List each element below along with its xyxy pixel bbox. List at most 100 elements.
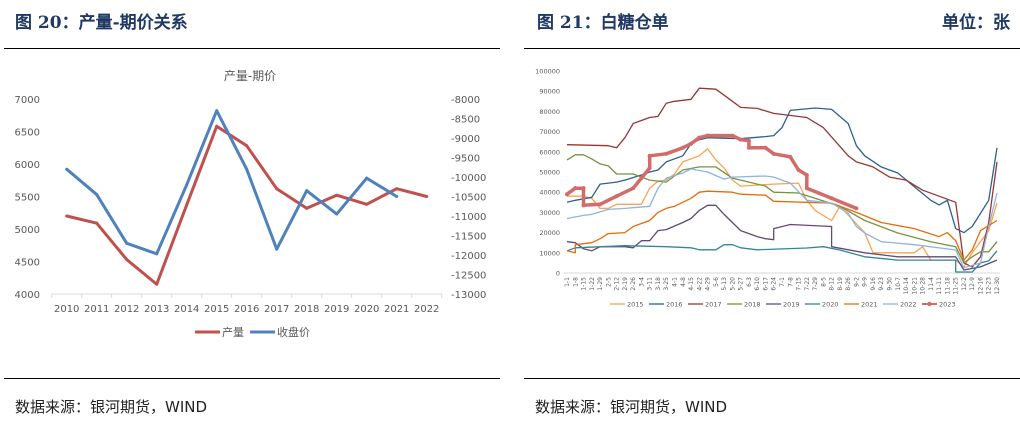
y-tick-label: 40000 [539, 189, 560, 197]
x-tick-label: 12-16 [977, 277, 984, 295]
data-point [275, 187, 279, 191]
y-left-tick-label: 4000 [15, 290, 40, 301]
x-tick-label: 2010 [54, 304, 79, 315]
series-line-2015 [567, 148, 998, 268]
x-tick-label: 6-10 [754, 277, 761, 291]
y-right-tick-label: -9500 [451, 154, 480, 165]
data-point [804, 173, 809, 178]
x-tick-label: 10-7 [895, 277, 902, 291]
x-tick-label: 2016 [234, 304, 259, 315]
data-point [395, 187, 399, 191]
x-tick-label: 2-19 [622, 277, 629, 291]
x-tick-label: 7-29 [812, 277, 819, 291]
y-left-tick-label: 6000 [15, 160, 40, 171]
data-point [215, 109, 219, 113]
data-point [565, 192, 569, 197]
y-tick-label: 30000 [539, 209, 560, 217]
x-tick-label: 2-12 [614, 277, 621, 291]
x-tick-label: 8-12 [829, 277, 836, 291]
x-tick-label: 2-5 [605, 277, 612, 287]
x-tick-label: 1-15 [581, 277, 588, 291]
x-tick-label: 5-6 [713, 277, 720, 287]
x-tick-label: 2019 [324, 304, 349, 315]
x-tick-label: 7-15 [796, 277, 803, 291]
x-tick-label: 2-26 [630, 277, 637, 291]
data-point [763, 145, 768, 150]
x-tick-label: 4-15 [688, 277, 695, 291]
y-right-tick-label: -11000 [451, 212, 486, 223]
x-tick-label: 10-21 [911, 277, 918, 295]
x-tick-label: 9-2 [853, 277, 860, 287]
x-tick-label: 9-9 [862, 277, 869, 287]
data-point [689, 141, 694, 146]
data-point [730, 133, 735, 138]
x-tick-label: 7-22 [804, 277, 811, 291]
x-tick-label: 2013 [144, 304, 169, 315]
x-tick-label: 1-1 [564, 277, 571, 287]
data-point [335, 212, 339, 216]
y-tick-label: 0 [556, 270, 560, 278]
data-point [215, 124, 219, 128]
x-tick-label: 5-20 [729, 277, 736, 291]
legend-label: 收盘价 [277, 325, 310, 339]
y-tick-label: 60000 [539, 148, 560, 156]
y-right-tick-label: -13000 [451, 290, 486, 301]
data-point [185, 183, 189, 187]
x-tick-label: 2011 [84, 304, 109, 315]
left-source-divider [4, 378, 500, 379]
series-line-产量 [66, 124, 428, 286]
y-right-tick-label: -9000 [451, 134, 480, 145]
x-tick-label: 11-4 [928, 277, 935, 291]
data-point [746, 138, 751, 143]
y-left-tick-label: 6500 [15, 128, 40, 139]
data-point [854, 206, 859, 211]
x-tick-label: 8-5 [820, 277, 827, 287]
legend-label: 2019 [783, 301, 800, 309]
data-point [275, 247, 279, 251]
x-tick-label: 11-25 [953, 277, 960, 295]
series-line-2022 [566, 168, 998, 269]
legend-label: 2021 [861, 301, 878, 309]
y-right-tick-label: -12000 [451, 251, 486, 262]
x-tick-label: 6-17 [762, 277, 769, 291]
x-tick-label: 12-9 [969, 277, 976, 291]
y-tick-label: 90000 [539, 88, 560, 96]
data-point [771, 151, 776, 156]
left-figure-title: 图 20：产量-期价关系 [15, 13, 188, 33]
x-tick-label: 2020 [354, 304, 379, 315]
legend-label: 产量 [222, 325, 244, 339]
x-tick-label: 1-22 [589, 277, 596, 291]
data-point [395, 195, 399, 198]
data-point [581, 203, 586, 208]
x-tick-label: 2012 [114, 304, 139, 315]
data-point [125, 241, 129, 245]
data-point [125, 258, 129, 262]
data-point [804, 186, 809, 191]
data-point [738, 137, 743, 142]
data-point [680, 145, 685, 150]
right-source-note: 数据来源：银河期货，WIND [535, 398, 728, 416]
legend-marker [927, 301, 932, 307]
x-tick-label: 8-19 [837, 277, 844, 291]
y-tick-label: 70000 [539, 128, 560, 136]
y-right-tick-label: -10000 [451, 173, 486, 184]
data-point [829, 196, 834, 201]
legend-label: 2015 [627, 301, 644, 309]
x-tick-label: 4-8 [680, 277, 687, 287]
data-point [95, 193, 99, 197]
y-left-tick-label: 4500 [15, 258, 40, 269]
unit-label: 单位：张 [942, 13, 1010, 33]
y-left-tick-label: 7000 [15, 95, 40, 106]
x-tick-label: 3-11 [647, 277, 654, 291]
x-tick-label: 8-26 [845, 277, 852, 291]
series-line-2020 [566, 244, 998, 273]
x-tick-label: 6-3 [746, 277, 753, 287]
x-tick-label: 11-18 [944, 277, 951, 295]
right-source-divider [524, 378, 1020, 379]
data-point [664, 151, 669, 156]
x-tick-label: 11-11 [936, 277, 943, 295]
y-tick-label: 20000 [539, 229, 560, 237]
data-point [155, 282, 159, 286]
left-title-divider [4, 48, 500, 49]
